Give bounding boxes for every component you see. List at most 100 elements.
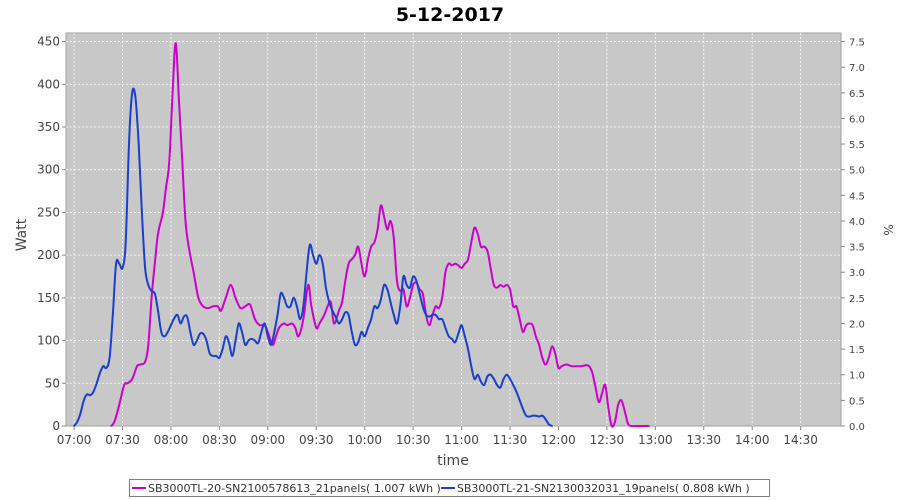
y2-tick-label: 5.5 [849, 140, 865, 151]
data-point-series-1 [197, 296, 200, 299]
data-point-series-2 [444, 326, 447, 329]
data-point-series-2 [247, 339, 250, 342]
data-point-series-2 [176, 314, 179, 316]
data-point-series-2 [367, 326, 369, 329]
data-point-series-1 [489, 267, 492, 269]
data-point-series-2 [76, 420, 79, 423]
data-point-series-1 [157, 232, 159, 235]
data-point-series-2 [92, 390, 95, 393]
data-point-series-1 [591, 372, 594, 374]
data-point-series-1 [389, 220, 392, 222]
data-point-series-2 [441, 318, 444, 321]
y2-tick-label: 1.0 [849, 371, 865, 382]
data-point-series-2 [331, 309, 334, 312]
data-point-series-1 [597, 401, 600, 403]
legend-item-series-2: SB3000TL-21-SN2130032031_19panels( 0.808… [440, 482, 750, 495]
x-tick-label: 13:00 [638, 433, 673, 447]
y2-axis-label: % [881, 224, 895, 235]
x-tick-label: 10:30 [396, 433, 431, 447]
data-point-series-2 [244, 343, 247, 346]
data-point-series-2 [250, 338, 253, 340]
data-point-series-1 [575, 365, 578, 368]
data-point-series-2 [518, 399, 521, 402]
data-point-series-2 [493, 378, 495, 380]
data-point-series-1 [493, 284, 495, 286]
data-point-series-1 [315, 326, 318, 329]
data-point-series-1 [178, 100, 180, 103]
data-point-series-1 [610, 425, 613, 427]
data-point-series-2 [431, 314, 434, 316]
data-point-series-1 [607, 408, 610, 410]
data-point-series-1 [139, 363, 142, 366]
data-point-series-1 [444, 271, 447, 274]
y2-tick-label: 2.5 [849, 294, 865, 305]
data-point-series-2 [289, 305, 292, 308]
data-point-series-1 [434, 305, 437, 308]
y-axis-label: Watt [14, 218, 30, 251]
data-point-series-1 [638, 425, 641, 427]
legend-item-series-1: SB3000TL-20-SN2100578613_21panels( 1.007… [132, 482, 441, 495]
plot-area [65, 32, 842, 427]
data-point-series-1 [212, 305, 214, 308]
y-tick-label: 200 [37, 248, 60, 262]
data-point-series-2 [386, 288, 389, 291]
data-point-series-1 [347, 262, 350, 265]
data-point-series-2 [228, 342, 231, 344]
data-point-series-1 [338, 309, 340, 312]
data-point-series-2 [531, 414, 534, 417]
data-point-series-2 [425, 314, 427, 316]
x-tick-label: 08:30 [202, 433, 237, 447]
data-point-series-2 [389, 301, 392, 303]
y2-tick-label: 2.0 [849, 319, 865, 330]
x-tick-label: 11:00 [444, 433, 479, 447]
data-point-series-2 [418, 292, 421, 295]
data-point-series-2 [179, 322, 182, 325]
data-point-series-2 [451, 338, 453, 340]
data-point-series-1 [244, 305, 247, 308]
data-point-series-1 [528, 322, 531, 325]
data-point-series-2 [305, 271, 308, 274]
data-point-series-1 [291, 322, 293, 325]
data-point-series-1 [113, 420, 116, 423]
data-point-series-1 [502, 285, 505, 288]
data-point-series-2 [189, 331, 192, 333]
data-point-series-1 [207, 307, 210, 309]
data-point-series-1 [486, 250, 489, 252]
data-point-series-2 [137, 143, 140, 146]
data-point-series-2 [454, 341, 456, 344]
data-point-series-1 [234, 296, 237, 299]
data-point-series-1 [476, 232, 479, 235]
data-point-series-2 [82, 399, 85, 402]
data-point-series-2 [551, 425, 553, 427]
data-point-series-1 [620, 399, 623, 402]
data-point-series-1 [551, 345, 553, 348]
data-point-series-2 [131, 91, 134, 94]
data-point-series-2 [173, 317, 176, 320]
data-point-series-2 [405, 284, 408, 286]
data-point-series-1 [333, 322, 335, 325]
data-point-series-1 [150, 296, 153, 299]
data-point-series-2 [124, 241, 127, 244]
data-point-series-2 [199, 332, 201, 335]
data-point-series-1 [126, 382, 129, 385]
data-point-series-1 [451, 264, 453, 267]
x-tick-label: 07:00 [57, 433, 92, 447]
data-point-series-1 [617, 403, 620, 406]
data-point-series-2 [522, 408, 524, 410]
x-tick-label: 14:00 [735, 433, 770, 447]
data-point-series-2 [512, 384, 515, 386]
data-point-series-2 [538, 415, 540, 418]
data-point-series-2 [460, 324, 463, 327]
y2-tick-label: 6.0 [849, 114, 865, 125]
data-point-series-1 [483, 245, 486, 248]
data-point-series-1 [131, 378, 134, 380]
data-point-series-2 [473, 378, 476, 380]
data-point-series-2 [111, 314, 114, 316]
data-point-series-2 [95, 382, 98, 385]
y2-tick-label: 6.5 [849, 89, 865, 100]
data-point-series-2 [409, 286, 411, 289]
data-point-series-1 [174, 42, 177, 45]
data-point-series-1 [286, 324, 289, 327]
data-point-series-2 [73, 425, 75, 427]
